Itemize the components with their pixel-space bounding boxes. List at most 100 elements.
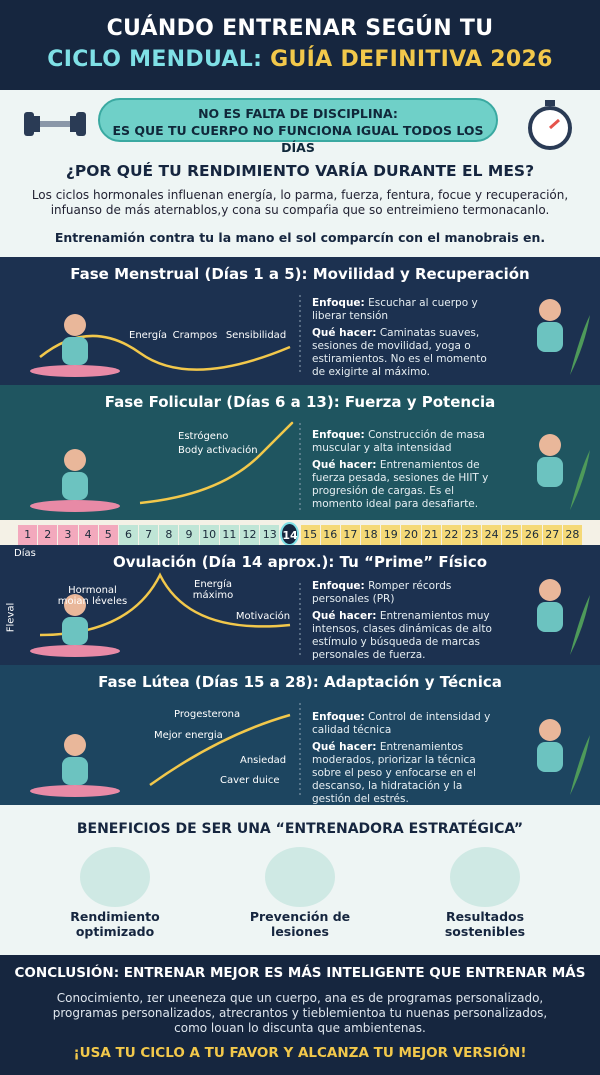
benefit-icon: [80, 847, 150, 907]
focus: Enfoque: Control de intensidad y calidad…: [312, 711, 497, 737]
phase-section: Fase Folicular (Días 6 a 13): Fuerza y P…: [0, 385, 600, 520]
todo-label: Qué hacer:: [312, 610, 377, 622]
focus-text: Control de intensidad y calidad técnica: [312, 711, 491, 736]
dumbbell-icon: [24, 112, 86, 136]
phase-label: Crampos: [172, 330, 218, 341]
day-cell: 16: [320, 525, 340, 545]
illustration: [30, 295, 590, 377]
focus-label: Enfoque:: [312, 711, 365, 723]
phase-label: Sensibilidad: [225, 330, 287, 341]
focus-label: Enfoque:: [312, 580, 365, 592]
todo-label: Qué hacer:: [312, 459, 377, 471]
phase-label: Mejor energia: [154, 730, 223, 741]
focus-label: Enfoque:: [312, 429, 365, 441]
title-part: GUÍA DEFINITIVA 2026: [270, 47, 553, 72]
phase-section: Fase Lútea (Días 15 a 28): Adaptación y …: [0, 665, 600, 805]
day-cell: 8: [159, 525, 179, 545]
day-cell: 9: [179, 525, 199, 545]
day-cell: 21: [421, 525, 441, 545]
todo-text: Entrenamientos moderados, priorizar la t…: [312, 741, 476, 805]
phase-label: Hormonal moian léveles: [57, 585, 128, 607]
todo-label: Qué hacer:: [312, 327, 377, 339]
phase-title: Fase Menstrual (Días 1 a 5): Movilidad y…: [70, 265, 530, 283]
phase-text: Enfoque: Romper récords personales (PR) Q…: [312, 580, 497, 662]
todo-text: Entrenamientos muy intensos, clases diná…: [312, 610, 492, 661]
todo: Qué hacer: Entrenamientos muy intensos, …: [312, 610, 497, 662]
phase-title: Ovulación (Día 14 aprox.): Tu “Prime” Fí…: [112, 553, 488, 571]
day-cell: 28: [562, 525, 582, 545]
axis-label: Fleval: [5, 602, 17, 633]
focus: Enfoque: Construcción de masa muscular y…: [312, 429, 497, 455]
todo-text: Entrenamientos de fuerza pesada, sesione…: [312, 459, 489, 510]
benefits-title: BENEFICIOS DE SER UNA “ENTRENADORA ESTRA…: [76, 821, 524, 837]
phase-text: Enfoque: Escuchar al cuerpo y liberar te…: [312, 297, 497, 379]
focus-text: Construcción de masa muscular y alta int…: [312, 429, 485, 454]
focus: Enfoque: Romper récords personales (PR): [312, 580, 497, 606]
phase-title: Fase Lútea (Días 15 a 28): Adaptación y …: [98, 673, 502, 691]
day-cell: 17: [340, 525, 361, 545]
benefit-label: Prevención de lesiones: [249, 909, 351, 939]
illustration: [30, 421, 590, 512]
todo: Qué hacer: Entrenamientos moderados, pri…: [312, 741, 497, 806]
day-cell: 25: [502, 525, 522, 545]
benefits: BENEFICIOS DE SER UNA “ENTRENADORA ESTRA…: [0, 805, 600, 955]
statement: Entrenamión contra tu la mano el sol com…: [54, 230, 546, 245]
title-line-1: CUÁNDO ENTRENAR SEGÚN TU: [106, 16, 494, 41]
day-cell: 27: [542, 525, 562, 545]
day-cell: 13: [260, 525, 280, 545]
phase-label: Motivación: [235, 611, 291, 622]
phase-text: Enfoque: Construcción de masa muscular y…: [312, 429, 497, 511]
phase-label: Progesterona: [174, 709, 241, 720]
benefit-icon: [265, 847, 335, 907]
day-cell: 6: [118, 525, 139, 545]
todo-label: Qué hacer:: [312, 741, 377, 753]
benefit-label: Resultados sostenibles: [444, 909, 526, 939]
day-cell: 22: [441, 525, 461, 545]
phase-label: Body activación: [178, 445, 258, 456]
phase-label: Caver duice: [220, 775, 280, 786]
todo: Qué hacer: Entrenamientos de fuerza pesa…: [312, 459, 497, 511]
day-cell: 11: [219, 525, 239, 545]
phase-section: Fase Menstrual (Días 1 a 5): Movilidad y…: [0, 257, 600, 385]
phase-text: Enfoque: Control de intensidad y calidad…: [312, 711, 497, 806]
axis-label: Días: [14, 548, 36, 559]
conclusion-title: CONCLUSIÓN: ENTRENAR MEJOR ES MÁS INTELI…: [14, 965, 586, 981]
benefit-label: Rendimiento optimizado: [70, 909, 160, 939]
title-part: CICLO MENDUAL:: [47, 47, 263, 72]
focus-text: Romper récords personales (PR): [312, 580, 452, 605]
day-cell: 23: [461, 525, 482, 545]
day-cell: 7: [139, 525, 159, 545]
phase-label: Energía máximo: [192, 579, 234, 601]
benefit-icon: [450, 847, 520, 907]
day-cell: 20: [401, 525, 421, 545]
focus-text: Escuchar al cuerpo y liberar tensión: [312, 297, 478, 322]
paragraph: Los ciclos hormonales influenan energía,…: [31, 188, 569, 217]
day-cell: 14: [280, 522, 300, 546]
cta: ¡USA TU CICLO A TU FAVOR Y ALCANZA TU ME…: [73, 1045, 527, 1061]
phase-section: Ovulación (Día 14 aprox.): Tu “Prime” Fí…: [0, 545, 600, 665]
conclusion-paragraph: Conocimiento, ɪer uneeneza que un cuerpo…: [52, 991, 548, 1035]
conclusion: CONCLUSIÓN: ENTRENAR MEJOR ES MÁS INTELI…: [0, 955, 600, 1075]
day-cell: 15: [300, 525, 320, 545]
day-cell: 18: [361, 525, 381, 545]
day-cell: 1: [18, 525, 38, 545]
day-cell: 26: [522, 525, 542, 545]
phase-label: Ansiedad: [240, 755, 287, 766]
stopwatch-icon: [528, 100, 572, 150]
phase-label: Energía: [129, 330, 167, 341]
header: CUÁNDO ENTRENAR SEGÚN TU CICLO MENDUAL: …: [0, 0, 600, 90]
banner-line: NO ES FALTA DE DISCIPLINA:: [198, 106, 398, 121]
illustration: [30, 703, 590, 797]
banner: NO ES FALTA DE DISCIPLINA: ES QUE TU CUER…: [98, 98, 498, 155]
banner-line: ES QUE TU CUERPO NO FUNCIONA IGUAL TODOS…: [112, 123, 484, 155]
day-cell: 10: [199, 525, 219, 545]
illustration: [30, 572, 590, 657]
phase-title: Fase Folicular (Días 6 a 13): Fuerza y P…: [104, 393, 496, 411]
intro: NO ES FALTA DE DISCIPLINA: ES QUE TU CUER…: [0, 90, 600, 257]
day-cell: 2: [38, 525, 58, 545]
day-cell: 24: [482, 525, 502, 545]
todo-text: Caminatas suaves, sesiones de movilidad,…: [312, 327, 487, 378]
heading: ¿POR QUÉ TU RENDIMIENTO VARÍA DURANTE EL…: [65, 162, 535, 180]
